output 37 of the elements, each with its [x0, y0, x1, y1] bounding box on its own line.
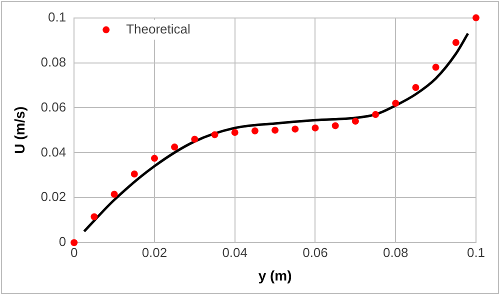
line-series: [82, 32, 470, 233]
legend-label: Theoretical: [126, 21, 191, 36]
point: [352, 118, 359, 125]
y-tick-label: 0.04: [40, 144, 66, 160]
point: [150, 154, 158, 162]
point: [130, 170, 138, 178]
x-tick-label: 0.02: [142, 244, 168, 260]
x-tick-label: 0.08: [382, 244, 408, 260]
point: [372, 110, 380, 118]
point: [392, 100, 400, 107]
x-tick-label: 0.06: [302, 244, 328, 260]
point: [90, 213, 98, 220]
x-tick-label: 0.1: [466, 244, 486, 260]
point: [472, 14, 480, 22]
point: [231, 128, 238, 136]
x-axis-title: y (m): [258, 267, 292, 284]
point: [312, 124, 319, 132]
y-tick-label: 0.06: [40, 99, 66, 114]
point: [452, 39, 460, 46]
point: [251, 127, 258, 134]
y-tick-label: 0.02: [40, 189, 66, 204]
y-tick-label: 0: [58, 234, 66, 250]
point: [432, 64, 440, 71]
point: [171, 144, 178, 151]
point: [110, 190, 118, 198]
y-axis-title: U (m/s): [11, 106, 28, 154]
point: [191, 136, 198, 143]
point: [211, 131, 218, 138]
y-tick-label: 0.1: [48, 9, 66, 24]
x-tick-label: 0: [70, 244, 78, 260]
point: [292, 126, 299, 133]
y-tick-label: 0.08: [40, 54, 66, 70]
point: [412, 84, 420, 91]
point: [272, 126, 279, 134]
x-tick-label: 0.04: [222, 244, 248, 260]
point: [70, 239, 78, 246]
point: [332, 122, 339, 130]
